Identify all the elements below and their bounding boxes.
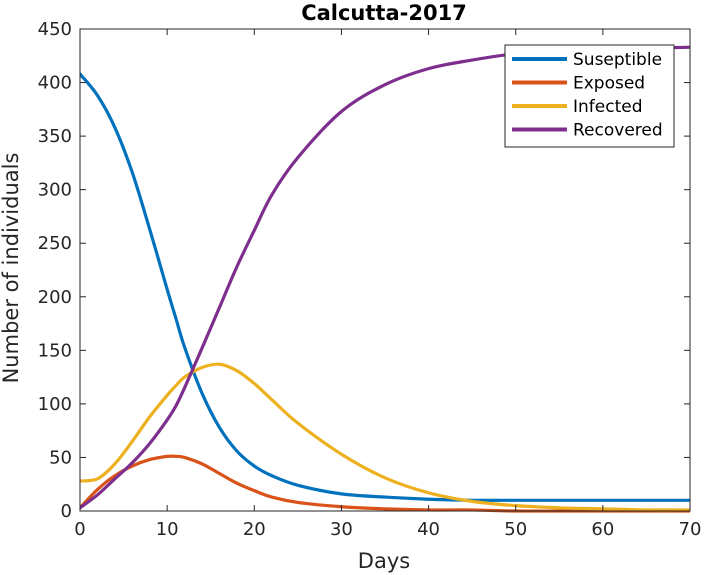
- y-tick-label: 100: [38, 394, 72, 415]
- y-tick-label: 450: [38, 19, 72, 40]
- x-tick-label: 50: [504, 519, 527, 540]
- legend-label-infected: Infected: [573, 97, 643, 117]
- y-tick-label: 250: [38, 233, 72, 254]
- x-tick-label: 10: [156, 519, 179, 540]
- legend-label-suseptible: Suseptible: [573, 50, 662, 70]
- legend-label-exposed: Exposed: [573, 74, 645, 94]
- y-tick-label: 400: [38, 73, 72, 94]
- plot-area: 0 10 20 30 40 50 60 70 0 50 100 150 200 250 300 350 400 4…: [38, 19, 702, 540]
- chart-title: Calcutta-2017: [301, 1, 467, 25]
- x-tick-label: 40: [417, 519, 440, 540]
- y-tick-label: 50: [49, 447, 72, 468]
- series-line-suseptible: [80, 72, 690, 502]
- x-axis-label: Days: [358, 549, 410, 573]
- y-tick-label: 200: [38, 287, 72, 308]
- y-axis-label: Number of individuals: [0, 153, 23, 384]
- y-tick-label: 300: [38, 180, 72, 201]
- x-tick-label: 0: [74, 519, 85, 540]
- legend: Suseptible Exposed Infected Recovered: [504, 44, 675, 148]
- series-line-infected: [80, 362, 690, 512]
- y-tick-label: 350: [38, 126, 72, 147]
- x-tick-label: 70: [679, 519, 702, 540]
- y-tick-label: 150: [38, 340, 72, 361]
- x-tick-label: 60: [591, 519, 614, 540]
- x-tick-label: 20: [243, 519, 266, 540]
- y-tick-label: 0: [61, 501, 72, 522]
- legend-label-recovered: Recovered: [573, 121, 663, 141]
- axes-box: [79, 28, 691, 512]
- x-tick-label: 30: [330, 519, 353, 540]
